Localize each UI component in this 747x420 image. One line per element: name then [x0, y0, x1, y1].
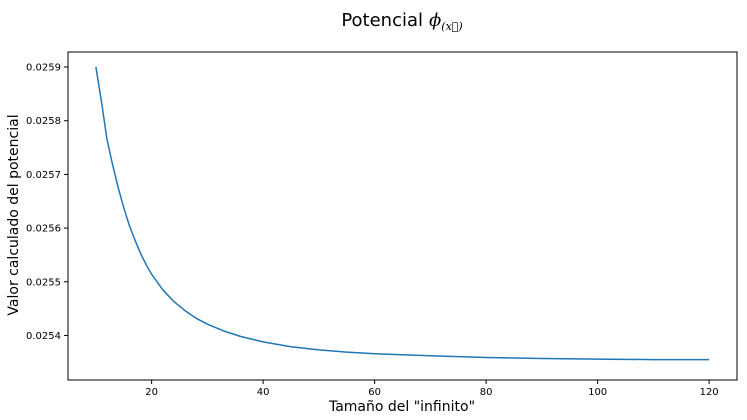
x-tick-label: 80 [480, 387, 493, 398]
chart-title-subscript: (x⃗) [441, 20, 462, 33]
x-tick-label: 60 [368, 387, 381, 398]
x-tick-label: 20 [145, 387, 158, 398]
y-tick-label: 0.0258 [26, 116, 61, 127]
y-tick-label: 0.0254 [26, 331, 61, 342]
y-tick-label: 0.0257 [26, 170, 61, 181]
x-tick-label: 120 [700, 387, 719, 398]
chart-title: Potencial ϕ(x⃗) [341, 10, 462, 33]
x-tick-label: 100 [588, 387, 607, 398]
y-axis-ticks: 0.0254 0.0255 0.0256 0.0257 0.0258 0.0259 [26, 63, 68, 342]
chart-title-text: Potencial [341, 10, 423, 31]
x-tick-label: 40 [257, 387, 270, 398]
y-tick-label: 0.0259 [26, 63, 61, 74]
y-tick-label: 0.0255 [26, 277, 61, 288]
y-axis-label: Valor calculado del potencial [6, 114, 22, 315]
x-axis-label: Tamaño del "infinito" [328, 399, 475, 415]
series-line-0 [95, 66, 710, 361]
y-tick-label: 0.0256 [26, 224, 61, 235]
plot-frame [67, 51, 738, 381]
x-axis-ticks: 20 40 60 80 100 120 [145, 380, 719, 398]
plot-area [95, 66, 710, 361]
chart-title-symbol: ϕ [429, 10, 441, 31]
